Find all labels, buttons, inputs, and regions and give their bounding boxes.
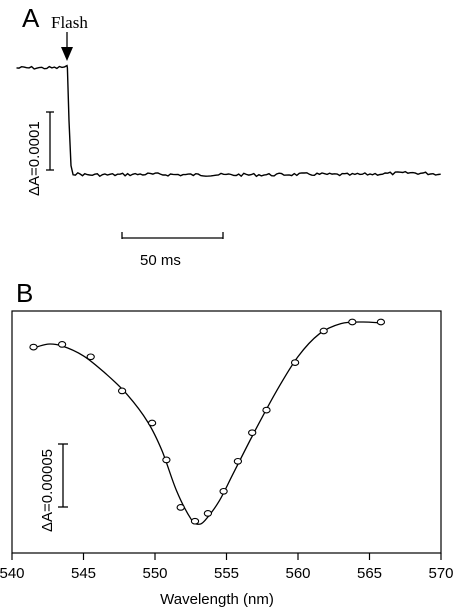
x-tick-label: 550 — [142, 565, 167, 582]
data-point — [29, 343, 38, 351]
data-point — [203, 510, 213, 517]
data-point — [147, 419, 157, 427]
x-axis-ticks — [11, 553, 442, 560]
data-point — [290, 359, 300, 366]
fit-curve — [33, 321, 381, 525]
time-scale-label: 50 ms — [140, 252, 181, 269]
x-tick-label: 560 — [285, 565, 310, 582]
data-point — [117, 387, 127, 395]
x-tick-label: 540 — [0, 565, 25, 582]
panel-a-letter: A — [22, 3, 40, 33]
data-point — [219, 487, 228, 495]
data-point — [176, 504, 185, 511]
data-point — [319, 327, 328, 335]
time-scale-bar — [121, 232, 224, 239]
x-axis-tick-labels: 540 545 550 555 560 565 570 — [0, 565, 454, 582]
flash-arrow — [61, 32, 73, 61]
vertical-scale-bar-b — [58, 443, 68, 508]
data-point — [190, 517, 200, 525]
data-points — [29, 318, 386, 525]
data-point — [233, 457, 243, 465]
x-tick-label: 555 — [214, 565, 239, 582]
plot-frame — [11, 310, 442, 554]
vertical-scale-label-b: ΔA=0.00005 — [39, 449, 56, 532]
flash-label: Flash — [51, 13, 88, 32]
data-point — [57, 341, 67, 348]
data-point — [162, 456, 171, 464]
data-point — [262, 406, 271, 414]
x-tick-label: 545 — [71, 565, 96, 582]
panel-b-letter: B — [16, 278, 33, 308]
x-tick-label: 570 — [428, 565, 453, 582]
data-point — [248, 429, 257, 437]
data-point — [86, 353, 95, 361]
data-point — [348, 318, 357, 326]
data-point — [376, 318, 386, 326]
x-tick-label: 565 — [357, 565, 382, 582]
absorbance-trace — [16, 64, 441, 178]
x-axis-label: Wavelength (nm) — [160, 591, 274, 608]
vertical-scale-bar-a — [46, 111, 54, 171]
vertical-scale-label-a: ΔA=0.0001 — [26, 121, 43, 196]
